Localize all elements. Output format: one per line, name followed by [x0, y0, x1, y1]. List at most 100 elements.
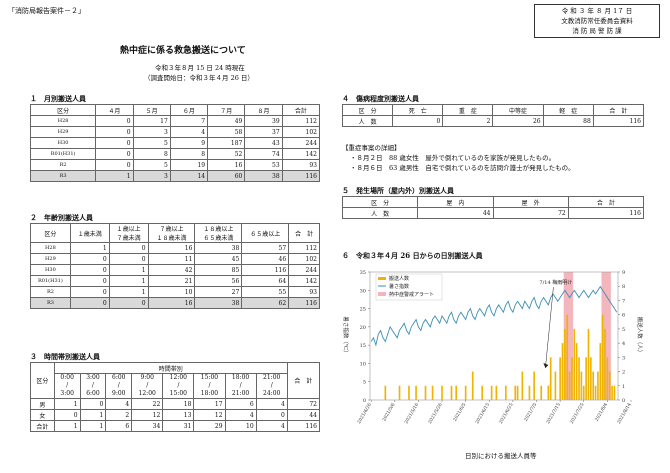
row-label: H30 [30, 264, 71, 276]
table-cell: 116 [288, 297, 320, 309]
column-header: ５月 [132, 104, 171, 116]
alert-period [563, 272, 574, 400]
table-cell: 12 [131, 409, 164, 421]
chart-caption: 日別における搬送人員等 [465, 452, 537, 460]
column-group-header: 時間帯別 [53, 362, 288, 374]
legend-box [375, 273, 443, 301]
table-cell: 0 [108, 242, 149, 254]
column-header: 区分 [30, 223, 71, 243]
table-cell: 0 [392, 115, 444, 127]
table-cell: 8 [169, 148, 209, 160]
left-tick-label: 25 [360, 307, 366, 313]
right-tick-label: 0 [622, 398, 625, 404]
time-slot-header: 18:00/21:00 [224, 373, 257, 399]
count-bar [613, 385, 616, 400]
row-label: R01(H31) [29, 148, 97, 160]
time-slot-part: 9:00 [112, 390, 126, 397]
time-slot-part: / [239, 382, 242, 389]
table-cell: 3 [132, 170, 171, 182]
table-row: R2 0 5 19 16 53 93 [29, 159, 321, 171]
table-cell: 2 [442, 115, 494, 127]
time-slot-part: / [270, 382, 273, 389]
plot-frame [369, 271, 619, 401]
right-tick-label: 2 [622, 370, 625, 376]
daily-transport-chart: 0 5 10 15 20 25 30 35 0 1 2 3 4 5 6 7 8 9 2021/4/26 2021/5/… [342, 270, 644, 425]
right-tick-label: 9 [622, 270, 625, 276]
table-cell: 6 [105, 420, 133, 432]
table-cell: 93 [281, 159, 321, 171]
table-row: 男 1 0 4 22 18 17 6 4 72 [30, 398, 321, 410]
table-row: H30 0 1 42 85 116 244 [30, 264, 320, 276]
row-label: 合計 [30, 420, 55, 432]
count-bar [590, 357, 592, 400]
column-header: 区分 [30, 362, 55, 399]
table-cell: 5 [132, 137, 171, 149]
table-row: H29 0 3 4 58 37 102 [29, 126, 321, 138]
count-bar [604, 328, 606, 400]
x-tick-label: 2021/7/15 [545, 402, 562, 425]
column-header: 区 分 [341, 196, 419, 208]
x-tick-label: 2021/8/14 [616, 402, 633, 425]
table-cell: 0 [108, 297, 149, 309]
time-slot-part: 12:00 [169, 374, 187, 381]
column-header: 中等症 [492, 104, 544, 116]
count-bar [587, 328, 590, 400]
count-bar [568, 371, 571, 400]
table-cell: 2 [105, 409, 133, 421]
time-slot-part: 12:00 [138, 390, 156, 397]
table-cell: 17 [132, 115, 171, 127]
time-slot-part: 6:00 [112, 374, 126, 381]
table-cell: 0 [95, 126, 134, 138]
annotation-text: 7/14 梅雨明け [539, 279, 572, 286]
count-bar [415, 385, 417, 400]
time-slot-part: 21:00 [263, 374, 281, 381]
table-cell: 10 [147, 286, 196, 298]
table-cell: 116 [286, 420, 321, 432]
row-label: H29 [30, 253, 71, 265]
table-cell: 34 [131, 420, 164, 432]
count-bar [514, 385, 517, 400]
table-cell: 27 [194, 286, 243, 298]
table-cell: 55 [241, 286, 290, 298]
table-cell: 3 [132, 126, 171, 138]
table-row: 人 数 44 72 116 [341, 207, 645, 219]
x-tick-label: 2021/8/4 [594, 402, 609, 423]
as-of-date: 令和３年８月 15 日 24 時現在 [155, 64, 245, 72]
table-cell: 1 [95, 170, 134, 182]
time-slot-part: 3:00 [60, 390, 74, 397]
column-header: ４月 [95, 104, 134, 116]
place-table: 区 分屋 内屋 外合 計人 数 44 72 116 [341, 196, 645, 219]
table-cell: 21 [147, 275, 196, 287]
table-cell: 116 [281, 170, 321, 182]
table-cell: 16 [147, 297, 196, 309]
table-cell: 60 [207, 170, 246, 182]
table-cell: 42 [147, 264, 196, 276]
table-cell: 187 [207, 137, 246, 149]
table-cell: 46 [241, 253, 290, 265]
time-slot-part: 15:00 [200, 374, 219, 381]
table-cell: 0 [69, 275, 110, 287]
time-slot-header: 3:00/6:00 [79, 373, 107, 399]
row-label: H29 [29, 126, 97, 138]
table-cell: 9 [169, 137, 209, 149]
age-heading: ２ 年齢別搬送人員 [30, 213, 93, 222]
time-slot-header: 12:00/15:00 [162, 373, 195, 399]
table-cell: 72 [492, 207, 569, 219]
time-slot-part: 3:00 [86, 374, 100, 381]
table-cell: 142 [288, 275, 320, 287]
count-bar [575, 343, 578, 400]
row-label: R3 [29, 170, 97, 182]
table-cell: 64 [241, 275, 290, 287]
table-cell: 102 [288, 253, 320, 265]
monthly-table: 区分 ４月 ５月 ６月 ７月 ８月 合計 H28 0 17 7 49 39 112 H29 0 3 4 58 37 10… [29, 104, 321, 182]
left-tick-label: 10 [360, 361, 366, 367]
table-cell: 12 [193, 409, 226, 421]
table-cell: 37 [244, 126, 283, 138]
table-row: H29 0 0 11 45 46 102 [30, 253, 320, 265]
table-cell: 74 [244, 148, 283, 160]
count-bar [564, 328, 566, 400]
table-row: R2 0 1 10 27 55 93 [30, 286, 320, 298]
table-row: R3 0 0 16 38 62 116 [30, 297, 320, 309]
column-header: 合 計 [286, 362, 321, 399]
count-bar [611, 385, 613, 400]
